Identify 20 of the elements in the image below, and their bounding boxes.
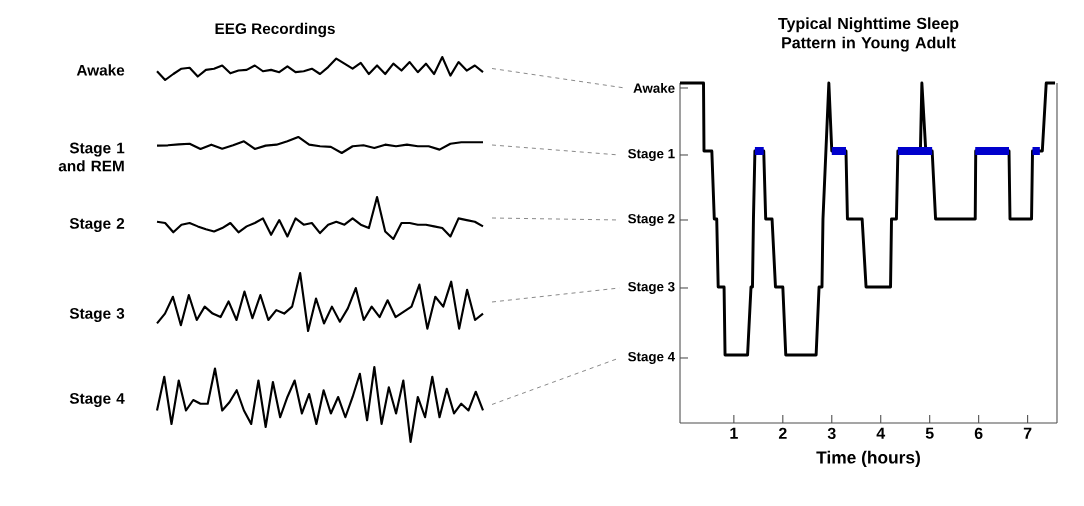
x-axis-title: Time (hours) <box>816 450 920 468</box>
text: Stage 2 <box>628 213 675 227</box>
text: Stage 4 <box>628 351 675 365</box>
y-axis-title: Stage 1 and REM <box>58 142 125 172</box>
x-tick-label: 7 <box>1023 427 1032 439</box>
x-tick-label: 6 <box>974 427 983 440</box>
x-tick-label: 1 <box>730 427 738 439</box>
text: Awake <box>633 83 675 93</box>
y-axis-title: Stage 2 <box>69 218 125 232</box>
y-axis-title: Stage 3 <box>69 308 125 322</box>
chart-title: Typical Nighttime Sleep Pattern in Young Adult <box>778 17 959 52</box>
text: Stage 3 <box>628 281 675 295</box>
x-tick-label: 3 <box>827 427 836 440</box>
x-tick-label: 2 <box>778 427 787 439</box>
x-tick-label: 5 <box>925 427 934 439</box>
y-axis-title: Stage 4 <box>69 393 125 407</box>
y-axis-title: Awake <box>76 64 125 76</box>
chart-title: EEG Recordings <box>215 22 335 38</box>
text: Stage 1 <box>628 148 675 162</box>
x-tick-label: 4 <box>876 427 886 439</box>
